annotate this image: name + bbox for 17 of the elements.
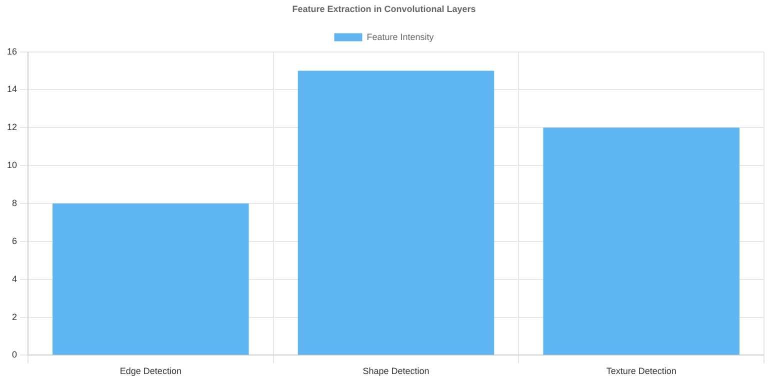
bar bbox=[543, 128, 740, 355]
y-tick-label: 10 bbox=[6, 160, 18, 170]
y-tick-label: 2 bbox=[12, 312, 18, 322]
x-tick-label: Edge Detection bbox=[120, 366, 182, 376]
y-tick-label: 14 bbox=[6, 84, 18, 94]
x-tick-label: Texture Detection bbox=[606, 366, 676, 376]
bar bbox=[298, 70, 494, 355]
legend-label: Feature Intensity bbox=[366, 32, 434, 42]
chart-title: Feature Extraction in Convolutional Layers bbox=[292, 4, 476, 14]
y-tick-label: 0 bbox=[12, 350, 18, 360]
y-tick-label: 4 bbox=[12, 274, 18, 284]
y-tick-label: 8 bbox=[12, 198, 18, 208]
x-tick-label: Shape Detection bbox=[362, 366, 430, 376]
bar bbox=[52, 204, 249, 355]
y-tick-label: 6 bbox=[12, 236, 18, 246]
y-tick-label: 12 bbox=[6, 122, 18, 132]
y-tick-label: 16 bbox=[6, 46, 18, 56]
